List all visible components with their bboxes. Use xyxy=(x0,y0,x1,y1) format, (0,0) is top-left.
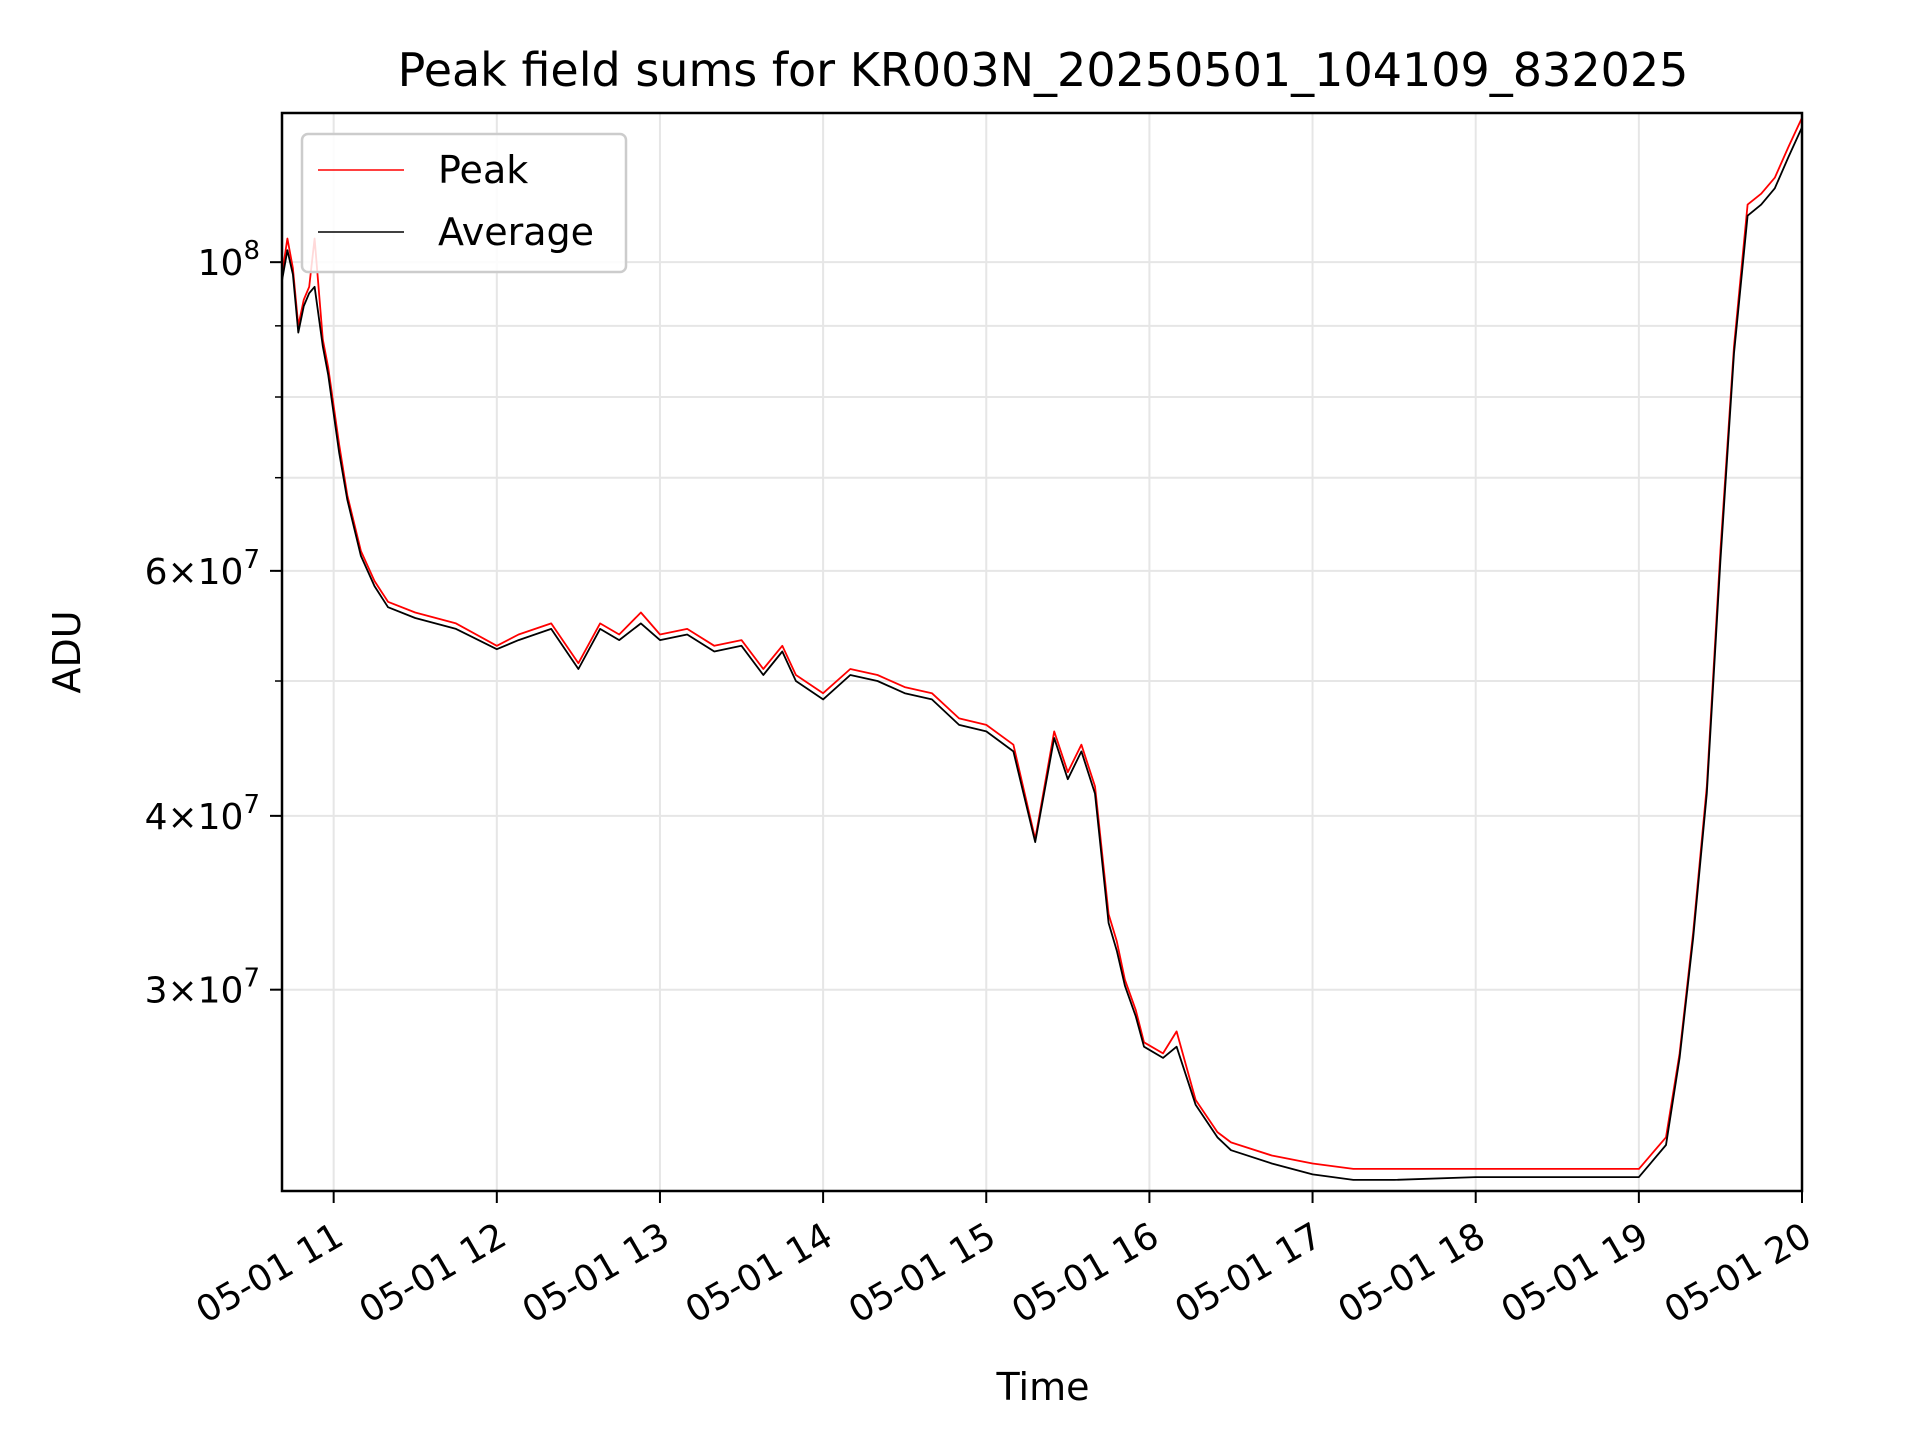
chart-title: Peak field sums for KR003N_20250501_1041… xyxy=(398,43,1689,97)
legend-label-peak: Peak xyxy=(438,148,528,192)
x-axis-label: Time xyxy=(996,1365,1090,1409)
plot-frame xyxy=(280,111,1804,1193)
legend-label-average: Average xyxy=(438,210,594,254)
legend: Peak Average xyxy=(300,132,628,274)
y-tick-label: 3×107 xyxy=(145,964,260,1012)
y-tick-label: 108 xyxy=(198,236,260,284)
y-tick-label: 6×107 xyxy=(145,545,260,593)
series-line-average xyxy=(281,126,1803,1181)
y-tick-label: 4×107 xyxy=(145,790,260,838)
legend-box xyxy=(300,132,628,274)
y-axis-label: ADU xyxy=(45,610,89,693)
y-axis: 108 6×107 4×107 3×107 xyxy=(145,236,282,1012)
series-layer xyxy=(281,117,1803,1181)
series-line-peak xyxy=(281,117,1803,1170)
